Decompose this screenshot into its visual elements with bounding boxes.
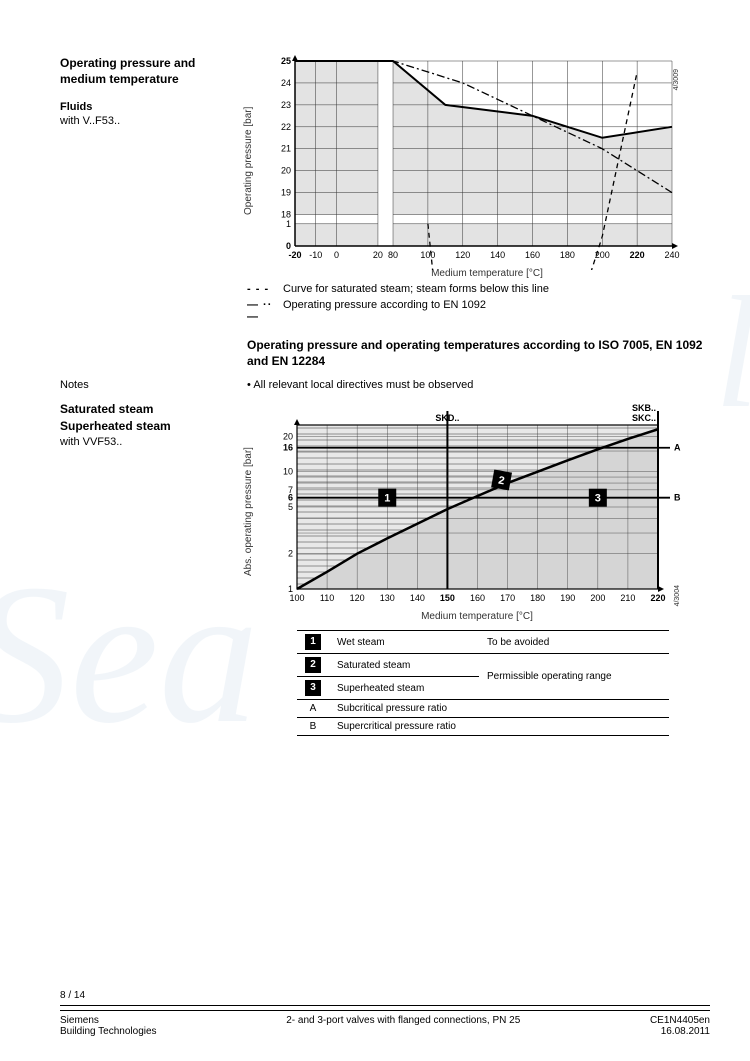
svg-text:20: 20 (373, 250, 383, 260)
footer-right1: CE1N4405en (650, 1015, 710, 1026)
footer-right2: 16.08.2011 (650, 1026, 710, 1037)
chart2: 1256710162010011012013014015016017018019… (247, 401, 710, 611)
svg-text:140: 140 (490, 250, 505, 260)
iso-heading: Operating pressure and operating tempera… (247, 337, 710, 369)
svg-text:0: 0 (334, 250, 339, 260)
svg-text:23: 23 (281, 100, 291, 110)
svg-text:4/3009: 4/3009 (673, 69, 680, 91)
section2-title-l2: Superheated steam (60, 418, 235, 434)
fluids-with: with V..F53.. (60, 115, 235, 127)
svg-text:SKC..: SKC.. (632, 413, 656, 423)
chart1-svg: 011819202122232425-20-100208010012014016… (247, 55, 682, 270)
section2-with: with VVF53.. (60, 436, 235, 448)
svg-text:120: 120 (350, 593, 365, 603)
chart1-ylabel: Operating pressure [bar] (243, 107, 254, 215)
svg-text:20: 20 (283, 432, 293, 442)
svg-text:19: 19 (281, 188, 291, 198)
table-row: 1Wet steamTo be avoided (297, 631, 669, 654)
chart2-svg: 1256710162010011012013014015016017018019… (247, 401, 682, 611)
footer-left1: Siemens (60, 1015, 157, 1026)
table-row: BSupercritical pressure ratio (297, 718, 669, 736)
svg-text:18: 18 (281, 210, 291, 220)
legend1-row1: - - - Curve for saturated steam; steam f… (247, 283, 710, 295)
svg-text:170: 170 (500, 593, 515, 603)
legend1-text2: Operating pressure according to EN 1092 (283, 299, 486, 311)
watermark-1: le (715, 260, 750, 445)
notes-bullet1: All relevant local directives must be ob… (247, 379, 710, 391)
svg-text:3: 3 (595, 493, 601, 505)
svg-text:120: 120 (455, 250, 470, 260)
svg-text:-10: -10 (309, 250, 322, 260)
svg-text:220: 220 (650, 593, 665, 603)
section1-title-l2: medium temperature (60, 71, 235, 87)
svg-text:21: 21 (281, 144, 291, 154)
svg-text:-20: -20 (288, 250, 301, 260)
svg-text:210: 210 (620, 593, 635, 603)
legend1-sym1: - - - (247, 283, 275, 295)
section1-title-l1: Operating pressure and (60, 55, 235, 71)
table-row: 2Saturated steamPermissible operating ra… (297, 654, 669, 677)
notes-label: Notes (60, 379, 235, 391)
svg-text:2: 2 (288, 549, 293, 559)
chart2-xlabel: Medium temperature [°C] (297, 611, 657, 622)
legend1-row2: — ·· — Operating pressure according to E… (247, 299, 710, 323)
footer-left2: Building Technologies (60, 1026, 157, 1037)
svg-text:220: 220 (630, 250, 645, 260)
svg-text:150: 150 (440, 593, 455, 603)
svg-text:25: 25 (281, 56, 291, 66)
svg-text:110: 110 (320, 593, 334, 603)
svg-text:190: 190 (560, 593, 575, 603)
page-footer: 8 / 14 Siemens Building Technologies 2- … (60, 990, 710, 1037)
svg-text:80: 80 (388, 250, 398, 260)
svg-text:1: 1 (286, 219, 291, 229)
chart1: 011819202122232425-20-100208010012014016… (247, 55, 710, 270)
fluids-subtitle: Fluids (60, 101, 235, 113)
svg-text:130: 130 (380, 593, 395, 603)
svg-text:SKD..: SKD.. (435, 413, 459, 423)
svg-text:10: 10 (283, 467, 293, 477)
svg-text:100: 100 (420, 250, 435, 260)
svg-text:140: 140 (410, 593, 425, 603)
svg-text:A: A (674, 443, 681, 453)
legend1-text1: Curve for saturated steam; steam forms b… (283, 283, 549, 295)
svg-text:160: 160 (470, 593, 485, 603)
legend-table: 1Wet steamTo be avoided2Saturated steamP… (297, 630, 669, 736)
svg-text:5: 5 (288, 502, 293, 512)
svg-text:1: 1 (384, 493, 390, 505)
svg-text:B: B (674, 493, 681, 503)
legend1-sym2: — ·· — (247, 299, 275, 323)
svg-text:SKB..: SKB.. (632, 403, 656, 413)
svg-text:180: 180 (560, 250, 575, 260)
chart2-ylabel: Abs. operating pressure [bar] (243, 447, 254, 576)
svg-text:200: 200 (590, 593, 605, 603)
svg-text:24: 24 (281, 78, 291, 88)
svg-text:160: 160 (525, 250, 540, 260)
svg-text:22: 22 (281, 122, 291, 132)
svg-text:240: 240 (664, 250, 679, 260)
svg-text:4/3004: 4/3004 (674, 585, 681, 607)
footer-center: 2- and 3-port valves with flanged connec… (167, 1015, 640, 1026)
svg-text:16: 16 (283, 443, 293, 453)
svg-text:20: 20 (281, 166, 291, 176)
svg-text:180: 180 (530, 593, 545, 603)
svg-text:100: 100 (289, 593, 304, 603)
section2-title-l1: Saturated steam (60, 401, 235, 417)
table-row: ASubcritical pressure ratio (297, 700, 669, 718)
footer-page: 8 / 14 (60, 990, 710, 1006)
svg-text:7: 7 (288, 485, 293, 495)
